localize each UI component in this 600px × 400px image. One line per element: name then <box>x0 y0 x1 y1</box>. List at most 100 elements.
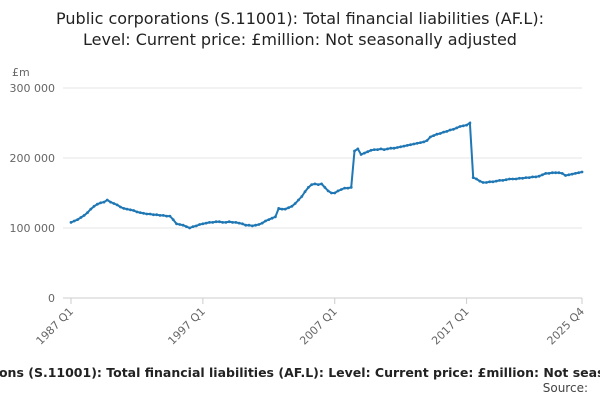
data-point <box>547 172 551 175</box>
data-point <box>471 176 475 180</box>
data-point <box>320 182 323 186</box>
data-point <box>158 214 162 217</box>
data-point <box>422 140 426 144</box>
data-point <box>399 145 403 149</box>
data-point <box>247 223 251 227</box>
data-point <box>339 188 343 191</box>
data-point <box>425 139 429 142</box>
data-point <box>152 213 155 217</box>
data-point <box>524 176 528 180</box>
x-tick-label: 2025 Q4 <box>545 305 588 348</box>
data-point <box>208 221 211 224</box>
data-point <box>227 220 231 224</box>
data-point <box>211 221 215 224</box>
data-point <box>306 186 310 189</box>
data-point <box>274 215 277 219</box>
data-point <box>475 177 478 181</box>
caption: Public corporations (S.11001): Total fin… <box>0 365 600 380</box>
data-point <box>204 221 208 225</box>
y-tick-label: 300 000 <box>10 82 56 95</box>
x-tick-label: 1997 Q1 <box>165 305 208 348</box>
data-point <box>188 226 192 230</box>
data-point <box>392 146 396 150</box>
y-tick-label: 0 <box>48 292 55 305</box>
data-point <box>504 178 508 182</box>
data-point <box>250 224 254 228</box>
data-point <box>419 141 422 145</box>
data-point <box>468 121 472 125</box>
data-point <box>155 213 159 217</box>
data-point <box>82 214 86 217</box>
data-point <box>531 175 534 179</box>
data-point <box>501 179 505 182</box>
data-point <box>577 171 581 175</box>
data-point <box>366 150 370 154</box>
data-point <box>382 148 386 152</box>
data-point <box>105 198 109 202</box>
data-point <box>109 200 112 204</box>
data-point <box>231 221 234 224</box>
data-point <box>550 171 554 175</box>
data-point <box>198 223 201 226</box>
data-point <box>346 186 350 190</box>
data-point <box>438 132 442 135</box>
data-point <box>458 125 462 128</box>
data-point <box>254 223 258 227</box>
data-point <box>257 223 261 226</box>
data-point <box>89 207 93 211</box>
data-point <box>557 171 561 175</box>
data-point <box>122 207 126 210</box>
data-point <box>221 221 225 224</box>
data-point <box>435 132 439 136</box>
data-point <box>376 148 379 152</box>
data-point <box>412 142 416 146</box>
data-point <box>491 180 495 184</box>
data-point <box>442 130 445 134</box>
data-point <box>69 221 73 224</box>
data-point <box>428 135 432 139</box>
data-point <box>234 221 238 224</box>
data-point <box>260 221 264 225</box>
data-point <box>161 214 165 217</box>
data-point <box>165 214 169 218</box>
data-point <box>409 143 412 147</box>
data-point <box>237 221 241 225</box>
data-point <box>494 179 498 183</box>
data-line <box>70 121 583 230</box>
data-point <box>323 186 327 189</box>
data-point <box>570 172 574 176</box>
data-point <box>201 222 205 226</box>
data-point <box>488 180 492 184</box>
data-point <box>330 191 333 195</box>
data-point <box>138 211 142 215</box>
data-point <box>313 182 317 186</box>
data-point <box>359 153 363 156</box>
source: Source: <box>543 381 588 395</box>
data-point <box>72 219 76 223</box>
data-point <box>300 195 304 198</box>
data-point <box>452 127 455 131</box>
data-point <box>181 223 185 227</box>
data-point <box>395 146 399 149</box>
data-point <box>175 222 178 226</box>
data-point <box>303 190 307 194</box>
data-point <box>76 218 79 222</box>
data-point <box>356 147 360 151</box>
data-point <box>184 225 188 229</box>
x-tick-label: 2007 Q1 <box>297 305 340 348</box>
data-point <box>79 216 83 219</box>
data-point <box>119 205 122 209</box>
data-point <box>343 186 347 190</box>
data-point <box>481 181 485 184</box>
data-point <box>402 144 406 148</box>
data-point <box>465 123 469 127</box>
data-point <box>102 200 106 204</box>
data-point <box>86 211 89 215</box>
data-point <box>267 218 271 222</box>
data-point <box>217 220 221 224</box>
data-point <box>353 149 356 153</box>
data-point <box>405 144 409 147</box>
y-axis-label: £m <box>12 66 30 79</box>
data-point <box>290 204 294 208</box>
